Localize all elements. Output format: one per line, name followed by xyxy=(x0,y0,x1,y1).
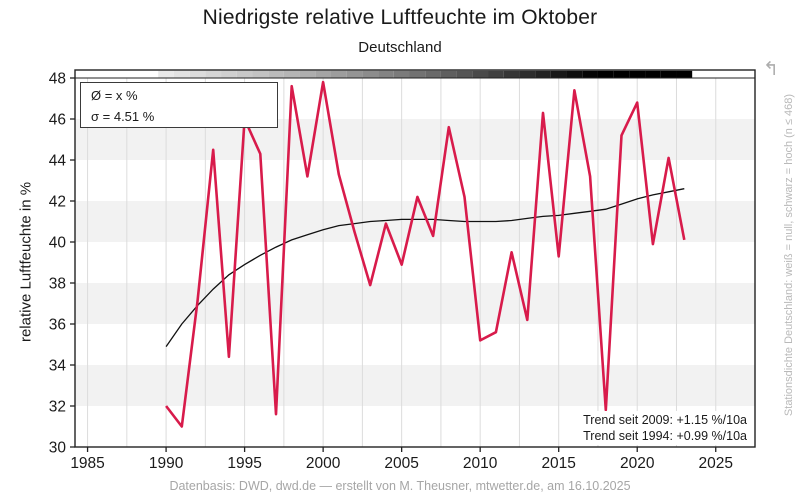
y-tick-label: 32 xyxy=(49,399,66,416)
density-strip-block xyxy=(346,70,363,78)
y-tick-label: 48 xyxy=(49,71,66,88)
trend-annotation-box: Trend seit 2009: +1.15 %/10a Trend seit … xyxy=(579,411,751,445)
y-tick-label: 34 xyxy=(49,358,67,375)
density-strip-block xyxy=(676,70,693,78)
density-strip-block xyxy=(645,70,661,78)
background-band xyxy=(75,365,755,406)
trend-2009-annotation: Trend seit 2009: +1.15 %/10a xyxy=(583,413,747,427)
density-strip-block xyxy=(315,70,331,78)
density-strip-block xyxy=(268,70,284,78)
x-tick-label: 2000 xyxy=(306,455,341,472)
density-strip-block xyxy=(597,70,614,78)
y-tick-label: 38 xyxy=(49,276,66,293)
density-strip-block xyxy=(362,70,379,78)
x-tick-label: 2025 xyxy=(698,455,732,472)
chart-subtitle: Deutschland xyxy=(358,39,442,56)
density-strip-block xyxy=(205,70,222,78)
density-strip-block xyxy=(456,70,473,78)
density-strip-block xyxy=(425,70,441,78)
y-tick-label: 36 xyxy=(49,317,66,334)
background-band xyxy=(75,283,755,324)
density-strip-block xyxy=(566,70,583,78)
density-strip-block xyxy=(173,70,190,78)
x-tick-label: 1990 xyxy=(149,455,184,472)
density-strip-block xyxy=(535,70,551,78)
y-tick-label: 30 xyxy=(49,440,67,457)
x-tick-label: 2010 xyxy=(463,455,498,472)
x-tick-label: 2015 xyxy=(541,455,575,472)
density-strip-block xyxy=(550,70,567,78)
density-strip-block xyxy=(409,70,426,78)
density-strip-block xyxy=(660,70,677,78)
data-source-caption: Datenbasis: DWD, dwd.de — erstellt von M… xyxy=(169,479,631,493)
y-tick-label: 40 xyxy=(49,235,67,252)
y-tick-label: 42 xyxy=(49,194,66,211)
density-strip-block xyxy=(283,70,300,78)
density-strip-block xyxy=(189,70,206,78)
density-strip-block xyxy=(221,70,237,78)
plot-frame xyxy=(74,69,756,448)
density-strip-block xyxy=(378,70,394,78)
density-strip-block xyxy=(330,70,347,78)
x-tick-label: 2005 xyxy=(384,455,418,472)
x-tick-label: 1985 xyxy=(70,455,104,472)
density-strip-block xyxy=(613,70,630,78)
density-strip-block xyxy=(252,70,269,78)
y-tick-label: 46 xyxy=(49,112,66,129)
density-strip-block xyxy=(519,70,536,78)
humidity-line xyxy=(165,80,686,428)
density-strip-block xyxy=(440,70,457,78)
density-strip-block xyxy=(488,70,504,78)
x-tick-label: 1995 xyxy=(227,455,261,472)
density-strip-block xyxy=(472,70,489,78)
density-strip-block xyxy=(503,70,520,78)
y-axis-label: relative Luftfeuchte in % xyxy=(17,181,35,343)
x-tick-label: 2020 xyxy=(620,455,655,472)
station-density-caption: Stationsdichte Deutschland: weiß = null,… xyxy=(783,93,795,417)
sigma-annotation: σ = 4.51 % xyxy=(91,109,155,124)
y-tick-label: 44 xyxy=(49,153,67,170)
trend-1994-annotation: Trend seit 1994: +0.99 %/10a xyxy=(583,429,747,443)
return-arrow-icon: ↰ xyxy=(763,59,779,80)
density-strip-block xyxy=(236,70,253,78)
density-strip-block xyxy=(158,70,174,78)
density-strip-block xyxy=(393,70,410,78)
stats-annotation-box: Ø = x % σ = 4.51 % xyxy=(80,82,278,128)
density-strip-block xyxy=(629,70,646,78)
density-strip-block xyxy=(582,70,598,78)
chart-title: Niedrigste relative Luftfeuchte im Oktob… xyxy=(202,6,598,29)
density-strip-block xyxy=(299,70,316,78)
mean-annotation: Ø = x % xyxy=(91,88,138,103)
